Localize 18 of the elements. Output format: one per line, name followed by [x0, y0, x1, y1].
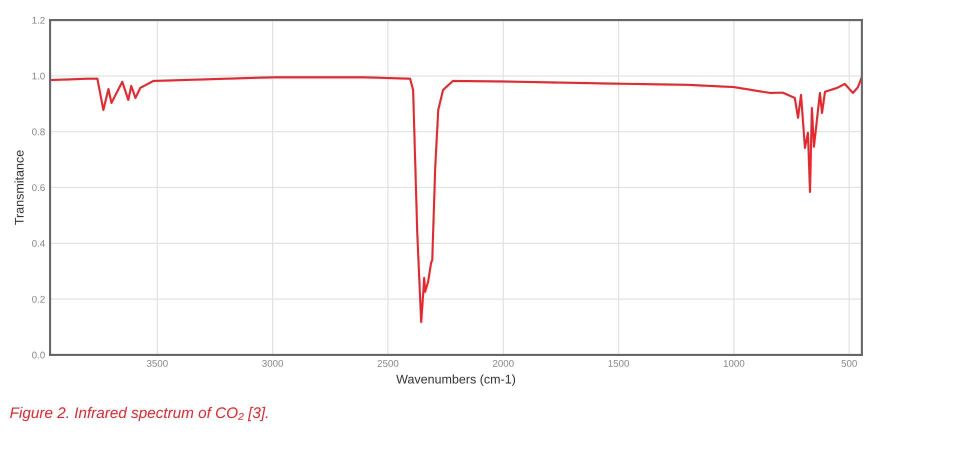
y-tick-label: 0.4: [32, 240, 45, 247]
x-tick-label: 2500: [378, 360, 398, 367]
y-axis-title: Transmitance: [14, 150, 24, 225]
y-tick-label: 0.2: [32, 296, 45, 303]
line-series: [50, 76, 862, 324]
x-tick-label: 500: [841, 360, 857, 367]
y-tick-label: 1.2: [32, 16, 45, 24]
x-tick-label: 1500: [608, 360, 630, 367]
y-tick-label: 1.0: [32, 72, 45, 80]
caption: Figure 2. Infrared spectrum of CO₂ [3].: [10, 406, 268, 422]
x-tick-label: 3500: [146, 360, 168, 367]
y-tick-label: 0.0: [32, 352, 45, 359]
y-tick-label: 0.8: [32, 128, 45, 136]
x-tick-label: 2000: [492, 360, 514, 367]
x-tick-label: 1000: [724, 360, 744, 367]
x-tick-label: 3000: [262, 360, 284, 367]
y-tick-label: 0.6: [32, 184, 45, 192]
x-axis-title: Wavenumbers (cm-1): [396, 374, 516, 386]
